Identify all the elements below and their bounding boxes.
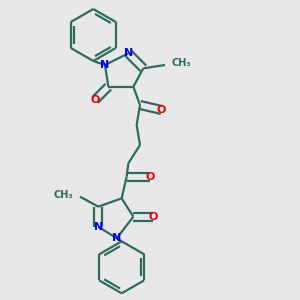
Text: N: N bbox=[124, 48, 133, 58]
Text: N: N bbox=[100, 60, 109, 70]
Text: CH₃: CH₃ bbox=[172, 58, 191, 68]
Text: N: N bbox=[94, 222, 103, 232]
Text: O: O bbox=[145, 172, 155, 182]
Text: N: N bbox=[112, 233, 121, 243]
Text: CH₃: CH₃ bbox=[54, 190, 73, 200]
Text: O: O bbox=[148, 212, 158, 222]
Text: O: O bbox=[90, 95, 100, 105]
Text: O: O bbox=[157, 105, 166, 115]
